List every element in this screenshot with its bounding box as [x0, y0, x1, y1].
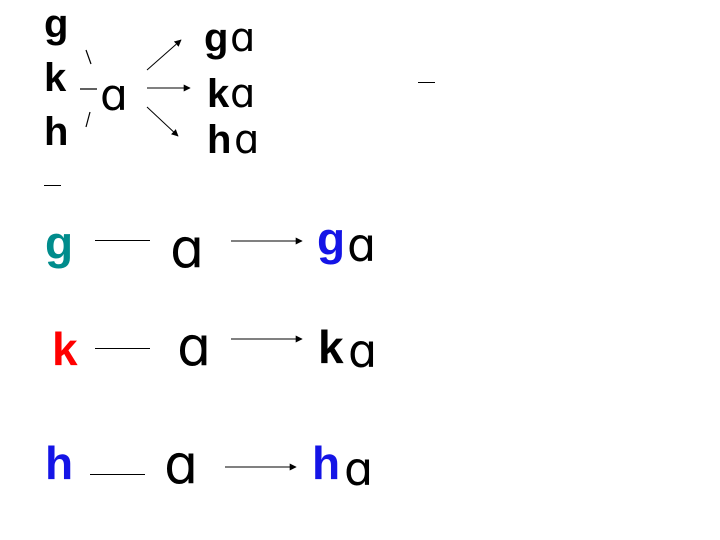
- top-arrow-up: [146, 39, 182, 71]
- top-consonant-g: g: [44, 2, 69, 46]
- top-result-vowel: ɑ: [234, 117, 260, 163]
- top-consonant-k: k: [44, 56, 67, 100]
- row-vowel: ɑ: [177, 315, 212, 378]
- connector-line: [95, 240, 150, 241]
- row-result-vowel: ɑ: [348, 324, 378, 378]
- row-result-consonant: g: [317, 213, 346, 265]
- row-consonant: k: [52, 323, 78, 375]
- row-result-consonant: k: [318, 321, 344, 373]
- dash-left: [44, 185, 61, 186]
- top-result-consonant: h: [207, 118, 232, 162]
- top-arrow-down: [146, 106, 179, 137]
- top-result-consonant: g: [204, 16, 229, 60]
- dash-right: [418, 82, 435, 83]
- row-consonant: h: [45, 437, 74, 489]
- top-vowel: ɑ: [100, 70, 128, 121]
- row-vowel: ɑ: [164, 433, 199, 496]
- top-consonant-h: h: [44, 110, 69, 154]
- connector-line: [90, 474, 145, 475]
- connector-line: [95, 348, 150, 349]
- top-connector-h: [85, 111, 91, 128]
- top-result-vowel: ɑ: [230, 15, 256, 61]
- row-result-vowel: ɑ: [347, 218, 377, 272]
- row-result-vowel: ɑ: [344, 442, 374, 496]
- top-result-consonant: k: [207, 72, 230, 116]
- top-connector-g: [85, 49, 92, 65]
- row-consonant: g: [45, 217, 74, 269]
- row-result-consonant: h: [312, 437, 341, 489]
- row-vowel: ɑ: [170, 217, 205, 280]
- top-result-vowel: ɑ: [230, 71, 256, 117]
